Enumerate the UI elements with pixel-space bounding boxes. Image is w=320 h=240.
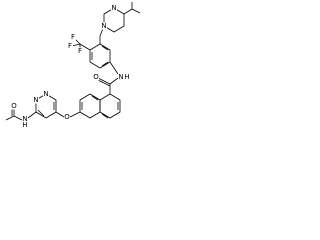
atom-label: N bbox=[118, 73, 123, 81]
bond bbox=[109, 61, 119, 75]
label-background bbox=[124, 73, 130, 81]
label-background bbox=[64, 113, 70, 121]
label-background bbox=[70, 33, 76, 41]
atom-label: O bbox=[64, 113, 70, 121]
bond bbox=[97, 77, 111, 85]
bond bbox=[37, 109, 45, 117]
atom-label: O bbox=[93, 73, 99, 81]
naphthalene-ring bbox=[79, 93, 101, 119]
label-background bbox=[118, 73, 124, 81]
atom-label: F bbox=[71, 33, 75, 41]
atom-label: N bbox=[33, 96, 38, 104]
atom-label: N bbox=[101, 22, 106, 30]
bond bbox=[5, 115, 15, 121]
label-background bbox=[33, 96, 39, 104]
bond bbox=[55, 111, 65, 118]
bond bbox=[109, 77, 119, 85]
bond bbox=[91, 95, 99, 101]
bond bbox=[13, 115, 23, 121]
label-background bbox=[67, 42, 73, 50]
atom-label: N bbox=[111, 4, 116, 12]
atom-label: H bbox=[124, 73, 129, 81]
bond bbox=[97, 79, 111, 87]
bond bbox=[69, 111, 81, 118]
bond bbox=[101, 61, 109, 67]
bond bbox=[71, 43, 81, 47]
atom-label: H bbox=[22, 121, 27, 129]
label-background bbox=[77, 47, 83, 55]
bond bbox=[101, 45, 109, 51]
atom-label: F bbox=[68, 42, 72, 50]
bond bbox=[123, 8, 133, 15]
label-background bbox=[11, 102, 17, 110]
benzene-ring bbox=[89, 43, 111, 69]
atom-label: N bbox=[43, 90, 48, 98]
atom-label: F bbox=[78, 47, 82, 55]
label-background bbox=[43, 90, 49, 98]
label-background bbox=[22, 121, 28, 129]
label-background bbox=[93, 73, 99, 81]
bond bbox=[79, 43, 91, 51]
label-background bbox=[101, 22, 107, 30]
label-background bbox=[111, 4, 117, 12]
atom-label: O bbox=[11, 102, 17, 110]
bond bbox=[27, 111, 37, 119]
bonds bbox=[5, 2, 141, 121]
bond bbox=[101, 113, 109, 119]
label-background bbox=[22, 115, 28, 123]
bond bbox=[131, 8, 141, 14]
atom-label: N bbox=[22, 115, 27, 123]
